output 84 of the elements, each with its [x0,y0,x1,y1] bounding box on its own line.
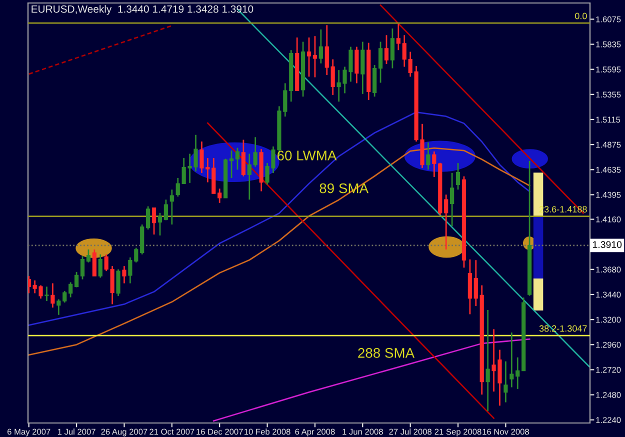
candlestick [474,259,478,307]
candlestick [241,139,246,178]
candlestick [432,150,436,178]
candlestick [330,58,335,96]
candlestick [312,35,318,78]
candlestick [504,360,508,404]
candlestick [50,282,55,308]
candlestick [74,271,79,288]
x-tick-label: 16 Dec 2007 [196,428,243,435]
line-series [212,338,530,422]
candlestick [384,34,389,65]
candlestick [402,34,406,68]
y-tick-label: 1.3680 [596,266,621,273]
candlestick [170,188,174,226]
candlestick [146,206,150,230]
candlestick [128,256,132,284]
y-tick-label: 1.3440 [596,292,621,298]
y-tick-label: 1.4395 [596,192,621,198]
y-tick-label: 1.6075 [596,16,621,22]
x-tick-label: 16 Nov 2008 [482,428,529,435]
candlestick [164,198,168,221]
y-tick-label: 1.4875 [596,142,621,148]
candlestick [158,212,162,236]
candlestick [92,248,96,277]
candlestick [318,28,323,64]
candlestick [247,153,252,200]
line-series [28,147,530,356]
candlestick [486,309,490,412]
x-tick-label: 1 Jul 2007 [58,428,96,435]
y-tick-label: 1.5835 [596,41,621,48]
annotation: 0.0 [575,12,587,20]
candlestick [68,282,73,298]
candlestick [253,136,258,168]
candlestick [426,142,430,170]
candlestick [306,36,312,78]
y-tick-label: 1.2240 [596,417,621,423]
candlestick [218,188,222,204]
x-tick-label: 21 Oct 2007 [150,428,194,435]
y-tick-label: 1.2720 [596,366,621,373]
candlestick [378,41,383,84]
candlestick [134,247,138,264]
candlestick [116,268,120,297]
x-tick-label: 26 Aug 2007 [101,428,148,436]
candlestick [396,23,400,51]
y-tick-label: 1.5595 [596,66,621,72]
y-tick-label: 1.2960 [596,342,621,348]
candlestick [324,24,329,76]
candlestick [444,194,448,250]
candlestick [390,28,394,69]
x-tick-label: 1 Jun 2008 [342,428,383,435]
candlestick [122,265,126,284]
ref-line-label: 1.3910 [592,241,622,248]
candlestick [229,150,234,179]
candlestick [62,290,67,304]
candlestick [450,172,454,227]
candlestick [235,147,240,170]
candlestick [44,286,49,302]
annotation: 60 LWMA [277,150,337,160]
y-tick-label: 1.4635 [596,166,621,173]
candlestick [56,298,61,316]
candlestick [354,46,359,84]
x-tick-label: 27 Jul 2008 [389,428,432,435]
chart-title: EURUSD,Weekly 1.3440 1.4719 1.3428 1.3910 [32,5,254,15]
candlestick [456,162,460,190]
candlestick [176,177,180,198]
candlestick [510,332,514,388]
candlestick [516,356,520,390]
annotation: 288 SMA [358,348,415,358]
x-tick-label: 6 Apr 2008 [295,428,335,436]
candlestick [152,206,156,236]
x-tick-label: 10 Feb 2008 [244,428,290,435]
candlestick [283,82,288,118]
candlestick [360,41,365,95]
x-tick-label: 21 Sep 2008 [434,428,482,436]
y-tick-label: 1.3200 [596,316,621,323]
candlestick [86,248,91,264]
line-series [28,111,530,326]
y-tick-label: 1.5115 [596,116,620,123]
y-tick-label: 1.2480 [596,392,621,398]
candlestick [98,254,102,278]
x-tick-label: 6 May 2007 [8,428,50,436]
candlestick [80,255,85,280]
y-tick-label: 1.5355 [596,92,621,98]
y-tick-label: 1.4160 [596,216,621,222]
